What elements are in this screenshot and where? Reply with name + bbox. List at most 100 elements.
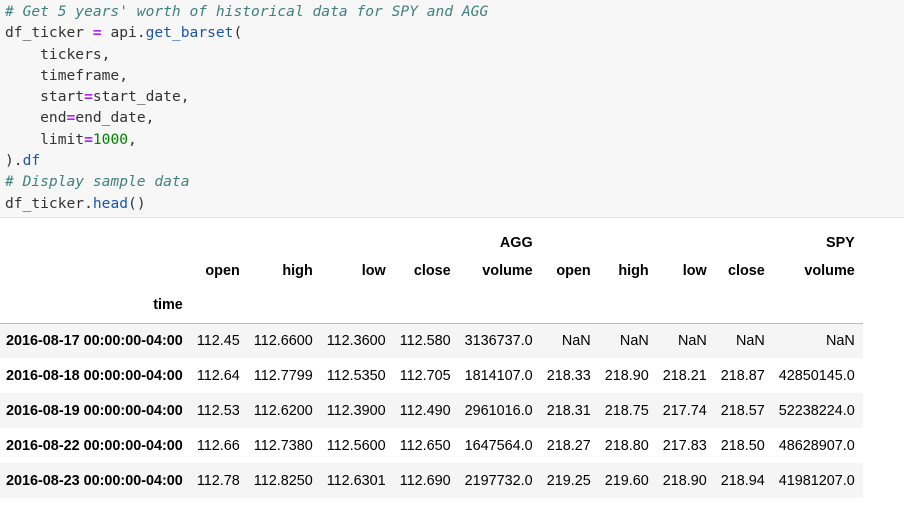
code-token: ). bbox=[5, 152, 23, 170]
table-cell: 112.650 bbox=[399, 437, 451, 454]
table-cell: 2197732.0 bbox=[464, 472, 533, 489]
table-cell: 112.66 bbox=[196, 437, 240, 454]
table-row: 2016-08-22 00:00:00-04:00 112.66 112.7380 1… bbox=[0, 428, 863, 463]
index-name: time bbox=[0, 288, 191, 324]
table-cell: 112.705 bbox=[399, 367, 451, 384]
code-token: end_date, bbox=[75, 109, 155, 127]
table-cell: 52238224.0 bbox=[778, 402, 855, 419]
table-cell: 48628907.0 bbox=[778, 437, 855, 454]
table-cell: 1814107.0 bbox=[464, 367, 533, 384]
code-token: get_barset bbox=[145, 24, 234, 42]
table-cell: 112.7380 bbox=[253, 437, 313, 454]
row-index: 2016-08-23 00:00:00-04:00 bbox=[6, 472, 183, 489]
table-cell: 112.78 bbox=[196, 472, 240, 489]
code-line: ).df bbox=[0, 150, 904, 171]
code-line: df_ticker = api.get_barset( bbox=[0, 22, 904, 43]
code-token: () bbox=[128, 194, 146, 212]
table-cell: 218.33 bbox=[546, 367, 591, 384]
table-cell: 3136737.0 bbox=[464, 332, 533, 349]
code-token: = bbox=[84, 130, 93, 148]
table-cell: 112.53 bbox=[196, 402, 240, 419]
column-header: open bbox=[205, 262, 240, 279]
table-cell: 112.6200 bbox=[253, 402, 313, 419]
column-header: low bbox=[682, 262, 707, 279]
row-index: 2016-08-18 00:00:00-04:00 bbox=[6, 367, 183, 384]
code-token: 1000 bbox=[92, 130, 129, 148]
code-editor[interactable]: # Get 5 years' worth of historical data … bbox=[0, 1, 904, 214]
table-cell: 112.6301 bbox=[326, 472, 386, 489]
group-header bbox=[248, 218, 321, 253]
table-row: 2016-08-19 00:00:00-04:00 112.53 112.6200 1… bbox=[0, 393, 863, 428]
table-cell: 1647564.0 bbox=[464, 437, 533, 454]
code-line: end=end_date, bbox=[0, 107, 904, 128]
table-cell: 218.50 bbox=[720, 437, 765, 454]
table-cell: 112.490 bbox=[399, 402, 451, 419]
table-cell: 218.94 bbox=[720, 472, 765, 489]
table-cell: 218.90 bbox=[604, 367, 649, 384]
table-cell: 112.690 bbox=[399, 472, 451, 489]
code-line: df_ticker.head() bbox=[0, 193, 904, 214]
table-cell: NaN bbox=[561, 332, 591, 349]
code-token: end bbox=[5, 109, 67, 127]
code-line: # Display sample data bbox=[0, 171, 904, 192]
column-header: close bbox=[727, 262, 765, 279]
group-header bbox=[715, 218, 773, 253]
code-line: limit=1000, bbox=[0, 129, 904, 150]
table-cell: 112.8250 bbox=[253, 472, 313, 489]
table-cell: 112.5350 bbox=[326, 367, 386, 384]
header-blank bbox=[0, 218, 191, 253]
table-row: 2016-08-23 00:00:00-04:00 112.78 112.8250 1… bbox=[0, 463, 863, 498]
group-header bbox=[657, 218, 715, 253]
code-line: start=start_date, bbox=[0, 86, 904, 107]
table-row: 2016-08-18 00:00:00-04:00 112.64 112.7799 1… bbox=[0, 358, 863, 393]
column-header: low bbox=[361, 262, 386, 279]
table-cell: 112.7799 bbox=[253, 367, 313, 384]
code-token: head bbox=[92, 194, 129, 212]
code-token: df_ticker bbox=[5, 24, 93, 42]
group-header bbox=[599, 218, 657, 253]
table-cell: NaN bbox=[735, 332, 765, 349]
code-cell[interactable]: # Get 5 years' worth of historical data … bbox=[0, 0, 904, 218]
table-cell: 2961016.0 bbox=[464, 402, 533, 419]
table-cell: 112.45 bbox=[196, 332, 240, 349]
column-header: high bbox=[282, 262, 313, 279]
code-token: = bbox=[66, 109, 76, 127]
table-cell: 112.6600 bbox=[253, 332, 313, 349]
code-token: # Display sample data bbox=[5, 173, 190, 191]
table-cell: 217.74 bbox=[662, 402, 707, 419]
column-header: volume bbox=[804, 262, 855, 279]
group-header bbox=[394, 218, 459, 253]
code-token: limit bbox=[5, 130, 85, 148]
table-cell: NaN bbox=[677, 332, 707, 349]
group-header bbox=[321, 218, 394, 253]
column-header: volume bbox=[482, 262, 533, 279]
code-line: # Get 5 years' worth of historical data … bbox=[0, 1, 904, 22]
table-cell: 219.60 bbox=[604, 472, 649, 489]
table-cell: 217.83 bbox=[662, 437, 707, 454]
table-cell: 218.27 bbox=[546, 437, 591, 454]
code-token: start bbox=[5, 88, 85, 106]
group-header: SPY bbox=[825, 234, 855, 251]
table-cell: 218.75 bbox=[604, 402, 649, 419]
table-cell: 112.64 bbox=[196, 367, 240, 384]
row-index: 2016-08-19 00:00:00-04:00 bbox=[6, 402, 183, 419]
group-header: AGG bbox=[499, 234, 533, 251]
code-line: timeframe, bbox=[0, 65, 904, 86]
column-header: open bbox=[556, 262, 591, 279]
code-token: tickers, bbox=[5, 45, 111, 63]
table-cell: 42850145.0 bbox=[778, 367, 855, 384]
table-cell: 218.21 bbox=[662, 367, 707, 384]
code-token: ( bbox=[233, 24, 243, 42]
code-token: df_ticker. bbox=[5, 194, 93, 212]
table-cell: NaN bbox=[825, 332, 855, 349]
table-cell: 218.31 bbox=[546, 402, 591, 419]
code-token: start_date, bbox=[92, 88, 190, 106]
table-header-index-row: time bbox=[0, 288, 863, 324]
code-token: df bbox=[22, 152, 41, 170]
table-cell: 112.580 bbox=[399, 332, 451, 349]
row-index: 2016-08-17 00:00:00-04:00 bbox=[6, 332, 183, 349]
table-header-column-row: open high low close volume open high low close vo… bbox=[0, 253, 863, 288]
output-area: AGG SPY open high low close volume open high low… bbox=[0, 218, 904, 498]
code-token: # Get 5 years' worth of historical data … bbox=[5, 3, 489, 20]
group-header bbox=[541, 218, 599, 253]
